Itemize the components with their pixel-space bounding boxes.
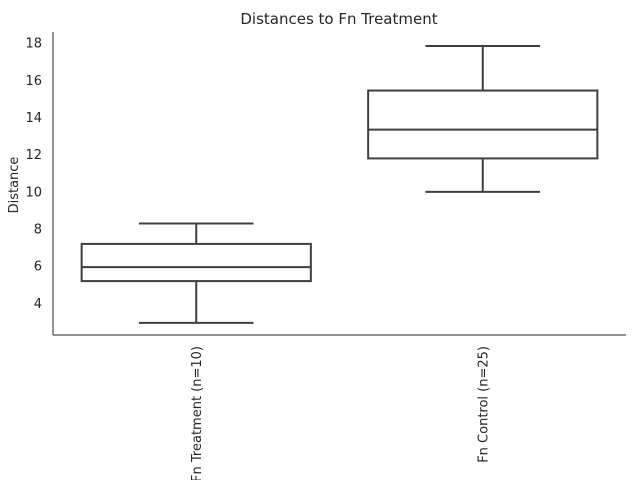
box-plot-layer <box>80 44 599 324</box>
y-tick-label: 16 <box>25 74 42 89</box>
chart-title: Distances to Fn Treatment <box>240 10 437 28</box>
y-tick-label: 12 <box>25 148 42 163</box>
y-tick-label: 10 <box>25 185 42 200</box>
y-tick-label: 6 <box>34 260 42 275</box>
y-tick-label: 14 <box>25 111 42 126</box>
y-tick-label: 8 <box>34 223 42 238</box>
y-tick-label: 18 <box>25 37 42 52</box>
y-tick-label: 4 <box>34 297 42 312</box>
y-axis-label: Distance <box>7 157 22 214</box>
box-iqr <box>367 89 599 160</box>
x-tick-label: Fn Treatment (n=10) <box>190 346 205 480</box>
box-group <box>367 44 599 193</box>
box-group <box>80 222 312 324</box>
x-axis-ticks: Fn Treatment (n=10) Fn Control (n=25) <box>190 346 492 480</box>
y-axis-ticks: 4 6 8 10 12 14 16 18 <box>25 37 42 312</box>
box-iqr <box>80 242 312 283</box>
x-tick-label: Fn Control (n=25) <box>476 346 491 463</box>
